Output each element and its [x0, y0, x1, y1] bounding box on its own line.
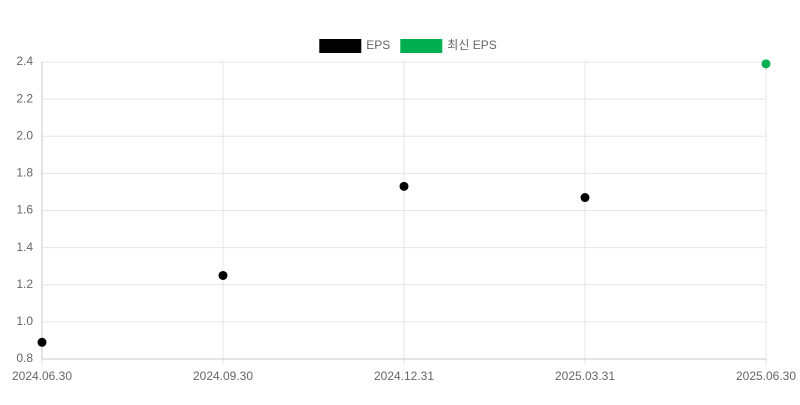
point — [37, 337, 47, 347]
y-tick-label: 1.8 — [16, 166, 33, 180]
y-tick-label: 1.6 — [16, 203, 33, 217]
y-tick-label: 1.0 — [16, 314, 33, 328]
point — [580, 193, 590, 203]
legend-swatch — [400, 39, 443, 53]
legend-label: EPS — [366, 38, 390, 52]
y-tick-label: 0.8 — [16, 351, 33, 365]
y-tick-label: 2.4 — [16, 54, 33, 68]
point — [218, 270, 228, 280]
point — [399, 181, 409, 191]
y-tick-label: 2.2 — [16, 91, 33, 105]
x-tick-label: 2025.03.31 — [555, 369, 615, 383]
x-tick-label: 2024.06.30 — [12, 369, 72, 383]
x-tick-label: 2024.12.31 — [374, 369, 434, 383]
legend-swatch — [319, 39, 362, 53]
y-tick-label: 1.4 — [16, 240, 33, 254]
legend-label: 최신 EPS — [447, 38, 496, 52]
x-tick-label: 2025.06.30 — [736, 369, 796, 383]
point — [761, 59, 771, 69]
y-tick-label: 1.2 — [16, 277, 33, 291]
x-tick-label: 2024.09.30 — [193, 369, 253, 383]
y-tick-label: 2.0 — [16, 128, 33, 142]
